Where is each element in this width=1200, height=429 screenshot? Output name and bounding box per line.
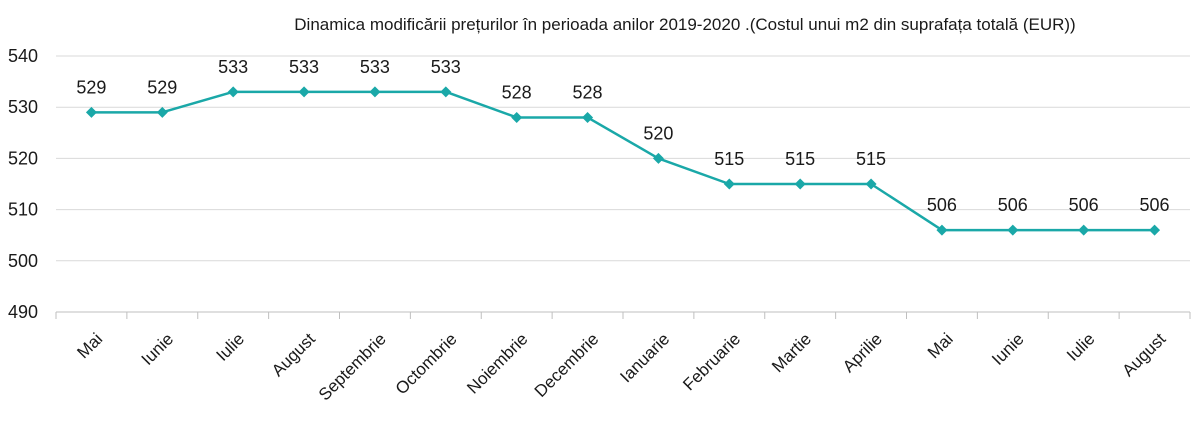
data-labels: 529 529 533 533 533 533 528 528 520 515 515 515 506 5… bbox=[76, 57, 1169, 215]
data-label: 515 bbox=[856, 149, 886, 169]
data-label: 506 bbox=[927, 195, 957, 215]
data-point-marker bbox=[936, 224, 948, 236]
series-line bbox=[91, 90, 1155, 232]
data-point-marker bbox=[1078, 224, 1090, 236]
y-tick-label: 530 bbox=[8, 97, 38, 117]
data-label: 515 bbox=[785, 149, 815, 169]
y-tick-label: 500 bbox=[8, 251, 38, 271]
chart-title: Dinamica modificării prețurilor în perio… bbox=[294, 15, 1075, 34]
gridlines bbox=[55, 55, 1191, 319]
data-point-marker bbox=[1007, 224, 1019, 236]
y-tick-label: 540 bbox=[8, 46, 38, 66]
data-point-marker bbox=[723, 178, 735, 190]
x-tick-label: Martie bbox=[768, 329, 815, 376]
data-label: 506 bbox=[1069, 195, 1099, 215]
data-label: 528 bbox=[502, 82, 532, 102]
data-label: 533 bbox=[360, 57, 390, 77]
data-label: 506 bbox=[1140, 195, 1170, 215]
data-point-marker bbox=[85, 106, 97, 118]
y-tick-label: 520 bbox=[8, 148, 38, 168]
data-label: 529 bbox=[76, 77, 106, 97]
x-tick-label: Iulie bbox=[1063, 329, 1098, 364]
x-tick-label: Octombrie bbox=[392, 329, 461, 398]
x-tick-label: Iulie bbox=[213, 329, 248, 364]
series bbox=[85, 86, 1161, 236]
x-tick-label: Februarie bbox=[679, 329, 744, 394]
data-point-marker bbox=[227, 86, 239, 98]
data-point-marker bbox=[582, 111, 594, 123]
data-point-marker bbox=[652, 152, 664, 164]
data-label: 515 bbox=[714, 149, 744, 169]
data-point-marker bbox=[794, 178, 806, 190]
x-tick-label: Noiembrie bbox=[463, 329, 531, 397]
data-point-marker bbox=[511, 111, 523, 123]
y-tick-label: 510 bbox=[8, 200, 38, 220]
data-point-marker bbox=[369, 86, 381, 98]
data-label: 529 bbox=[147, 77, 177, 97]
x-tick-label: Iunie bbox=[988, 329, 1028, 369]
x-tick-label: Decembrie bbox=[531, 329, 603, 401]
y-axis-tick-labels: 490 500 510 520 530 540 bbox=[8, 46, 38, 322]
x-tick-label: Ianuarie bbox=[616, 329, 673, 386]
data-label: 520 bbox=[643, 123, 673, 143]
data-point-marker bbox=[440, 86, 452, 98]
x-tick-label: August bbox=[1119, 329, 1170, 380]
data-label: 528 bbox=[573, 82, 603, 102]
data-label: 533 bbox=[289, 57, 319, 77]
data-point-marker bbox=[1149, 224, 1161, 236]
x-tick-label: Aprilie bbox=[839, 329, 886, 376]
x-tick-label: Iunie bbox=[138, 329, 178, 369]
data-point-marker bbox=[156, 106, 168, 118]
x-tick-label: Mai bbox=[924, 329, 957, 362]
x-tick-label: Septembrie bbox=[315, 329, 390, 404]
data-label: 506 bbox=[998, 195, 1028, 215]
x-tick-label: August bbox=[268, 329, 319, 380]
y-tick-label: 490 bbox=[8, 302, 38, 322]
data-point-marker bbox=[865, 178, 877, 190]
data-label: 533 bbox=[431, 57, 461, 77]
data-point-marker bbox=[298, 86, 310, 98]
x-tick-label: Mai bbox=[73, 329, 106, 362]
data-label: 533 bbox=[218, 57, 248, 77]
